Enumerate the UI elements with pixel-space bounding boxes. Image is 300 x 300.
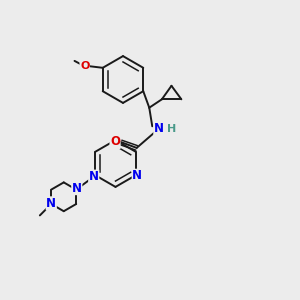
Text: N: N <box>154 122 164 135</box>
Text: N: N <box>72 182 82 195</box>
Text: N: N <box>132 169 142 182</box>
Text: O: O <box>110 135 120 148</box>
Text: N: N <box>46 197 56 210</box>
Text: H: H <box>167 124 176 134</box>
Text: N: N <box>89 170 99 183</box>
Text: O: O <box>80 61 89 71</box>
